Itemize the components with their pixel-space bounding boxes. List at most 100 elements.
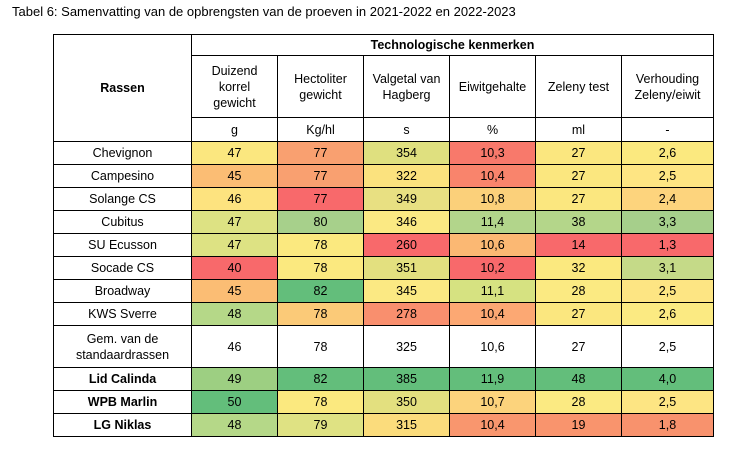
value-cell: 27 xyxy=(535,164,622,188)
value-cell: 48 xyxy=(191,413,278,437)
column-unit: Kg/hl xyxy=(277,117,364,142)
column-header-line: Eiwitgehalte xyxy=(458,79,527,94)
value-cell: 78 xyxy=(277,233,364,257)
value-cell: 77 xyxy=(277,141,364,165)
value-cell: 45 xyxy=(191,279,278,303)
column-header-line: gewicht xyxy=(299,87,342,102)
value-cell: 2,6 xyxy=(621,302,714,326)
value-cell: 78 xyxy=(277,302,364,326)
value-cell: 10,4 xyxy=(449,413,536,437)
value-cell: 345 xyxy=(363,279,450,303)
table-row: WPB Marlin 50 78 350 10,7 28 2,5 xyxy=(53,390,714,414)
variety-name-line: Lid Calinda xyxy=(88,372,157,386)
column-unit: - xyxy=(621,117,714,142)
value-cell: 11,1 xyxy=(449,279,536,303)
variety-name: Chevignon xyxy=(53,141,192,165)
value-cell: 27 xyxy=(535,302,622,326)
column-header-line: Valgetal van xyxy=(372,71,441,86)
value-cell: 48 xyxy=(191,302,278,326)
value-cell: 2,6 xyxy=(621,141,714,165)
value-cell: 385 xyxy=(363,367,450,391)
table-row: LG Niklas 48 79 315 10,4 19 1,8 xyxy=(53,413,714,437)
variety-name-line: LG Niklas xyxy=(93,418,152,432)
variety-name: LG Niklas xyxy=(53,413,192,437)
value-cell: 10,4 xyxy=(449,164,536,188)
variety-name-line: SU Ecusson xyxy=(88,238,157,252)
variety-name: Cubitus xyxy=(53,210,192,234)
table-caption: Tabel 6: Samenvatting van de opbrengsten… xyxy=(12,4,516,19)
value-cell: 50 xyxy=(191,390,278,414)
value-cell: 32 xyxy=(535,256,622,280)
value-cell: 351 xyxy=(363,256,450,280)
value-cell: 78 xyxy=(277,325,364,368)
value-cell: 4,0 xyxy=(621,367,714,391)
column-header: Zeleny test xyxy=(535,55,622,118)
value-cell: 349 xyxy=(363,187,450,211)
value-cell: 14 xyxy=(535,233,622,257)
column-header: Hectoliter gewicht xyxy=(277,55,364,118)
column-header-line: Verhouding xyxy=(635,71,700,86)
column-header: Valgetal van Hagberg xyxy=(363,55,450,118)
value-cell: 79 xyxy=(277,413,364,437)
value-cell: 325 xyxy=(363,325,450,368)
value-cell: 10,6 xyxy=(449,233,536,257)
column-unit: % xyxy=(449,117,536,142)
value-cell: 27 xyxy=(535,187,622,211)
value-cell: 350 xyxy=(363,390,450,414)
value-cell: 278 xyxy=(363,302,450,326)
column-unit: s xyxy=(363,117,450,142)
variety-name: WPB Marlin xyxy=(53,390,192,414)
value-cell: 11,9 xyxy=(449,367,536,391)
value-cell: 10,7 xyxy=(449,390,536,414)
value-cell: 3,1 xyxy=(621,256,714,280)
value-cell: 260 xyxy=(363,233,450,257)
value-cell: 78 xyxy=(277,390,364,414)
value-cell: 28 xyxy=(535,279,622,303)
value-cell: 3,3 xyxy=(621,210,714,234)
value-cell: 10,2 xyxy=(449,256,536,280)
column-unit: g xyxy=(191,117,278,142)
results-table: Rassen Technologische kenmerken Duizend k… xyxy=(53,34,714,437)
value-cell: 77 xyxy=(277,164,364,188)
variety-name-line: Gem. van de xyxy=(86,331,159,346)
column-header-line: gewicht xyxy=(213,95,256,110)
table-row: Lid Calinda 49 82 385 11,9 48 4,0 xyxy=(53,367,714,391)
value-cell: 47 xyxy=(191,210,278,234)
value-cell: 78 xyxy=(277,256,364,280)
table-row: Chevignon 47 77 354 10,3 27 2,6 xyxy=(53,141,714,165)
column-header: Duizend korrel gewicht xyxy=(191,55,278,118)
variety-name-line: WPB Marlin xyxy=(87,395,158,409)
table-row: Broadway 45 82 345 11,1 28 2,5 xyxy=(53,279,714,303)
table-row: Socade CS 40 78 351 10,2 32 3,1 xyxy=(53,256,714,280)
value-cell: 2,5 xyxy=(621,390,714,414)
value-cell: 1,8 xyxy=(621,413,714,437)
variety-name: Broadway xyxy=(53,279,192,303)
table-row: KWS Sverre 48 78 278 10,4 27 2,6 xyxy=(53,302,714,326)
value-cell: 82 xyxy=(277,367,364,391)
value-cell: 47 xyxy=(191,141,278,165)
variety-name: Campesino xyxy=(53,164,192,188)
value-cell: 11,4 xyxy=(449,210,536,234)
column-header-line: Hagberg xyxy=(382,87,431,102)
value-cell: 27 xyxy=(535,325,622,368)
variety-name-line: standaardrassen xyxy=(75,347,170,362)
value-cell: 315 xyxy=(363,413,450,437)
column-header-line: Zeleny test xyxy=(547,79,610,94)
value-cell: 46 xyxy=(191,187,278,211)
value-cell: 10,4 xyxy=(449,302,536,326)
column-header-line: Zeleny/eiwit xyxy=(634,87,701,102)
value-cell: 346 xyxy=(363,210,450,234)
value-cell: 48 xyxy=(535,367,622,391)
rassen-header: Rassen xyxy=(53,34,192,142)
value-cell: 10,6 xyxy=(449,325,536,368)
variety-name-line: Socade CS xyxy=(90,261,155,275)
variety-name-line: Campesino xyxy=(90,169,155,183)
value-cell: 49 xyxy=(191,367,278,391)
value-cell: 46 xyxy=(191,325,278,368)
value-cell: 28 xyxy=(535,390,622,414)
value-cell: 38 xyxy=(535,210,622,234)
column-header-line: Duizend xyxy=(211,63,258,78)
variety-name: Lid Calinda xyxy=(53,367,192,391)
column-header: Eiwitgehalte xyxy=(449,55,536,118)
value-cell: 354 xyxy=(363,141,450,165)
